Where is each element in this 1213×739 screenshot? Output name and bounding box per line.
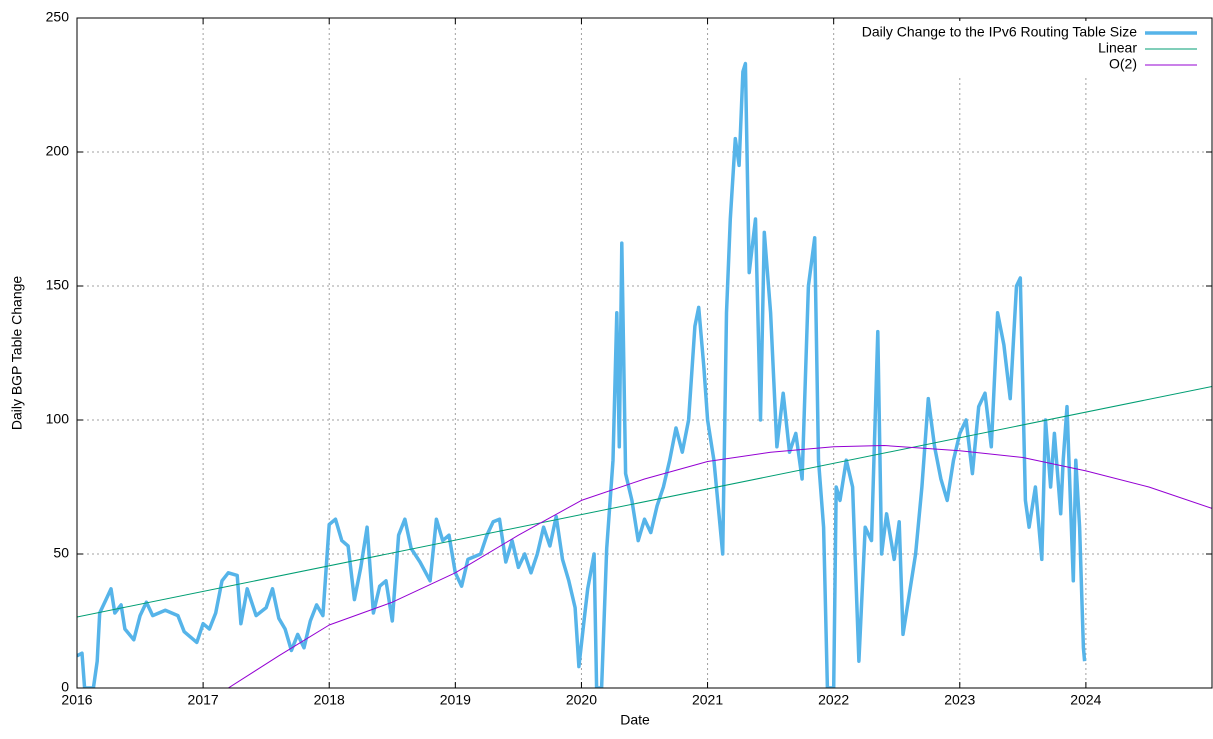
data-line bbox=[228, 445, 1212, 688]
x-tick-label: 2024 bbox=[1070, 692, 1101, 708]
x-tick-label: 2021 bbox=[692, 692, 723, 708]
x-tick-label: 2020 bbox=[566, 692, 597, 708]
x-axis-label: Date bbox=[620, 712, 650, 728]
x-tick-label: 2016 bbox=[61, 692, 92, 708]
legend-label: Daily Change to the IPv6 Routing Table S… bbox=[862, 24, 1137, 40]
legend-label: O(2) bbox=[1109, 56, 1137, 72]
legend-background bbox=[835, 21, 1210, 75]
x-tick-label: 2017 bbox=[188, 692, 219, 708]
plot-border bbox=[76, 17, 1213, 689]
x-tick-label: 2022 bbox=[818, 692, 849, 708]
y-tick-label: 250 bbox=[46, 9, 70, 25]
x-tick-label: 2023 bbox=[944, 692, 975, 708]
y-tick-label: 200 bbox=[46, 143, 70, 159]
legend-label: Linear bbox=[1098, 40, 1137, 56]
y-axis-label: Daily BGP Table Change bbox=[9, 276, 25, 431]
y-tick-label: 50 bbox=[53, 545, 69, 561]
x-tick-label: 2019 bbox=[440, 692, 471, 708]
y-tick-label: 150 bbox=[46, 277, 70, 293]
x-tick-label: 2018 bbox=[314, 692, 345, 708]
data-line bbox=[77, 61, 1087, 688]
plot-area bbox=[77, 61, 1212, 688]
y-tick-label: 100 bbox=[46, 411, 70, 427]
y-tick-label: 0 bbox=[61, 679, 69, 695]
data-line bbox=[77, 386, 1212, 618]
